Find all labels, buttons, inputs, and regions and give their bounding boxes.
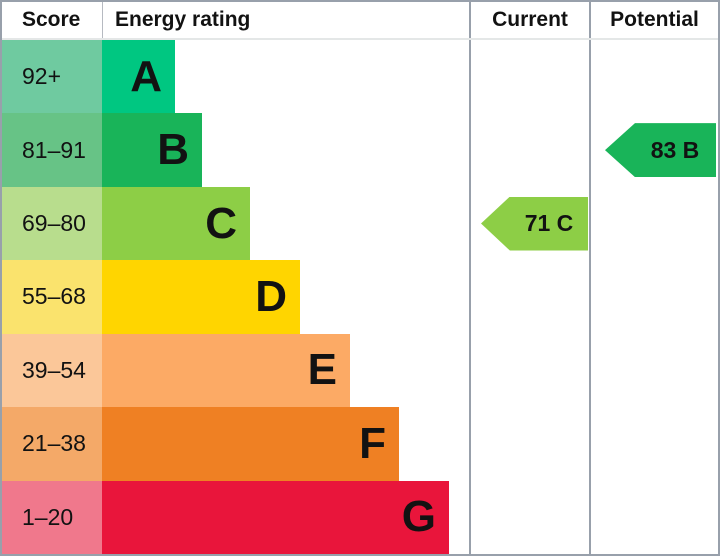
band-letter-a: A xyxy=(130,51,162,101)
band-bar-d: D xyxy=(102,260,300,334)
band-bar-f: F xyxy=(102,407,399,481)
current-rating-label: 71 C xyxy=(524,210,574,237)
potential-cell-f xyxy=(589,407,718,481)
band-rows: 92+ A 81–91 B 83 B xyxy=(2,40,718,554)
header-current: Current xyxy=(469,2,589,38)
potential-rating-label: 83 B xyxy=(650,136,700,163)
potential-cell-a xyxy=(589,40,718,114)
band-bar-c: C xyxy=(102,186,250,261)
band-row-g: 1–20 G xyxy=(2,480,718,554)
band-score-e: 39–54 xyxy=(2,333,102,408)
current-cell-a xyxy=(469,40,589,114)
potential-cell-c xyxy=(589,186,718,261)
band-row-a: 92+ A xyxy=(2,40,718,114)
current-cell-c: 71 C xyxy=(469,186,589,261)
current-cell-g xyxy=(469,480,589,554)
band-row-b: 81–91 B 83 B xyxy=(2,113,718,187)
band-row-e: 39–54 E xyxy=(2,333,718,408)
band-letter-c: C xyxy=(205,198,237,248)
band-bar-a: A xyxy=(102,40,175,114)
band-score-a: 92+ xyxy=(2,40,102,114)
potential-cell-b: 83 B xyxy=(589,113,718,187)
potential-cell-g xyxy=(589,480,718,554)
band-bar-area-f: F xyxy=(102,407,469,481)
band-row-f: 21–38 F xyxy=(2,407,718,481)
band-bar-area-a: A xyxy=(102,40,469,114)
band-bar-area-c: C xyxy=(102,186,469,261)
band-score-f: 21–38 xyxy=(2,407,102,481)
header-potential: Potential xyxy=(589,2,718,38)
band-letter-g: G xyxy=(401,492,436,542)
band-bar-g: G xyxy=(102,480,449,554)
header-row: Score Energy rating Current Potential xyxy=(2,2,718,40)
band-row-d: 55–68 D xyxy=(2,260,718,334)
current-cell-b xyxy=(469,113,589,187)
band-bar-area-b: B xyxy=(102,113,469,187)
band-letter-e: E xyxy=(307,345,337,395)
band-bar-b: B xyxy=(102,113,202,187)
band-letter-d: D xyxy=(255,271,287,321)
band-letter-f: F xyxy=(359,418,386,468)
band-score-b: 81–91 xyxy=(2,113,102,187)
header-energy-rating: Energy rating xyxy=(102,2,469,38)
band-bar-e: E xyxy=(102,333,350,408)
band-letter-b: B xyxy=(157,125,189,175)
potential-rating-arrow: 83 B xyxy=(605,123,716,178)
band-bar-area-g: G xyxy=(102,480,469,554)
band-bar-area-d: D xyxy=(102,260,469,334)
band-score-g: 1–20 xyxy=(2,480,102,554)
potential-cell-d xyxy=(589,260,718,334)
header-score: Score xyxy=(22,8,81,31)
band-score-d: 55–68 xyxy=(2,260,102,334)
current-cell-f xyxy=(469,407,589,481)
band-row-c: 69–80 C 71 C xyxy=(2,186,718,261)
current-rating-arrow: 71 C xyxy=(481,196,588,251)
band-score-c: 69–80 xyxy=(2,186,102,261)
band-bar-area-e: E xyxy=(102,333,469,408)
current-cell-d xyxy=(469,260,589,334)
current-cell-e xyxy=(469,333,589,408)
potential-cell-e xyxy=(589,333,718,408)
